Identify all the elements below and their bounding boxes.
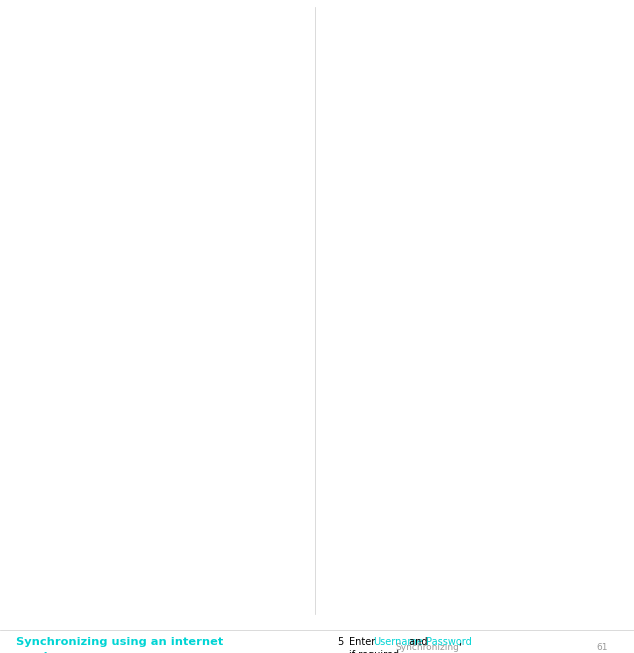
Text: 61: 61 bbox=[596, 643, 607, 652]
Text: if required.: if required. bbox=[349, 650, 402, 653]
Text: 5: 5 bbox=[337, 637, 343, 647]
Text: Synchronizing: Synchronizing bbox=[395, 643, 459, 652]
Text: Enter: Enter bbox=[349, 637, 378, 647]
Text: service: service bbox=[16, 652, 62, 653]
Text: Password: Password bbox=[426, 637, 472, 647]
Text: Username: Username bbox=[373, 637, 424, 647]
Text: and: and bbox=[406, 637, 430, 647]
Text: ,: , bbox=[458, 637, 462, 647]
Text: Synchronizing using an internet: Synchronizing using an internet bbox=[16, 637, 223, 647]
